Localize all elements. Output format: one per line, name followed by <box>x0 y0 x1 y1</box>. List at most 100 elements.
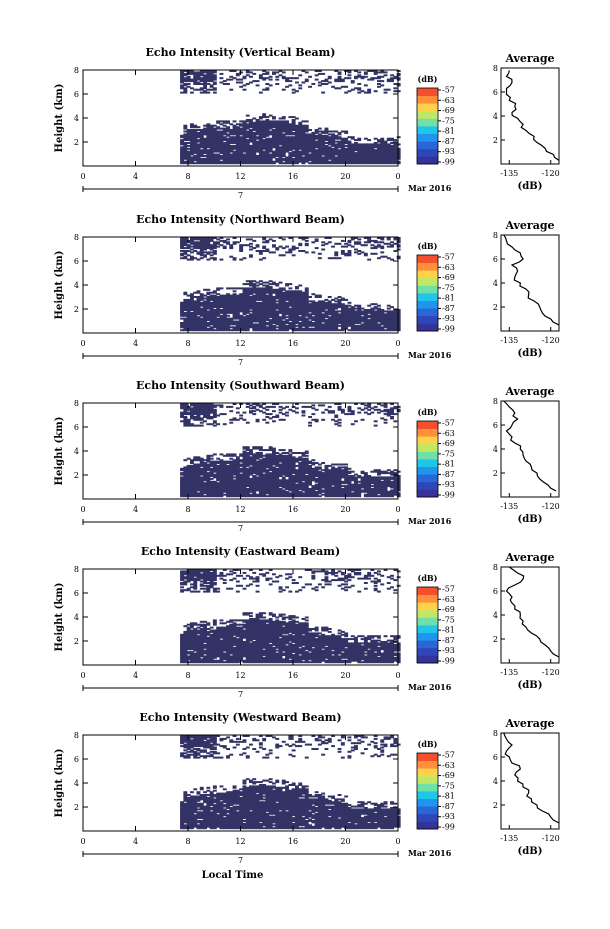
heatmap-cell <box>193 155 198 157</box>
heatmap-cell <box>275 485 280 488</box>
heatmap-cell <box>193 242 198 245</box>
heatmap-cell <box>180 156 184 159</box>
heatmap-cell <box>193 410 198 413</box>
heatmap-cell <box>212 149 217 152</box>
heatmap-cell <box>212 463 217 466</box>
colorbar-tick-label: -75 <box>442 116 455 125</box>
heatmap-cell <box>337 144 342 147</box>
heatmap-cell <box>186 407 191 410</box>
heatmap-cell <box>199 476 204 479</box>
heatmap-cell <box>357 309 362 311</box>
heatmap-cell <box>180 84 184 87</box>
heatmap-cell <box>340 130 345 133</box>
heatmap-cell <box>281 482 286 485</box>
heatmap-cell <box>327 133 332 136</box>
heatmap-cell <box>393 317 398 320</box>
heatmap-cell <box>183 320 188 323</box>
heatmap-cell <box>281 117 286 120</box>
heatmap-cell <box>212 159 217 162</box>
heatmap-cell <box>324 131 329 134</box>
heatmap-cell <box>216 153 221 156</box>
heatmap-cell <box>281 134 286 137</box>
heatmap-cell <box>235 307 240 310</box>
heatmap-cell <box>275 120 280 123</box>
heatmap-cell <box>337 149 342 152</box>
heatmap-cell <box>196 411 201 414</box>
heatmap-cell <box>291 329 296 332</box>
heatmap-cell <box>199 136 204 139</box>
heatmap-cell <box>354 310 358 313</box>
heatmap-cell <box>288 457 293 460</box>
heatmap-cell <box>340 149 345 152</box>
heatmap-cell <box>268 127 273 130</box>
heatmap-cell <box>317 307 322 310</box>
heatmap-cell <box>209 416 214 418</box>
heatmap-cell <box>390 80 394 83</box>
heatmap-cell <box>239 319 244 322</box>
heatmap-cell <box>183 475 188 477</box>
heatmap-cell <box>288 323 293 326</box>
heatmap-cell <box>232 157 237 160</box>
heatmap-cell <box>396 157 401 160</box>
heatmap-cell <box>206 467 211 470</box>
heatmap-cell <box>249 130 253 133</box>
heatmap-cell <box>278 327 283 330</box>
heatmap-cell <box>304 296 309 298</box>
heatmap-cell <box>291 136 296 139</box>
panel-title: Echo Intensity (Northward Beam) <box>136 213 345 226</box>
heatmap-cell <box>268 155 273 157</box>
heatmap-cell <box>186 130 191 133</box>
heatmap-cell <box>193 477 198 480</box>
heatmap-cell <box>278 488 283 490</box>
heatmap-cell <box>321 149 326 152</box>
heatmap-cell <box>301 152 306 155</box>
heatmap-cell <box>278 136 283 139</box>
heatmap-cell <box>216 423 221 426</box>
heatmap-cell <box>357 143 362 146</box>
heatmap-cell <box>265 470 270 473</box>
heatmap-cell <box>232 469 237 472</box>
heatmap-cell <box>229 475 234 477</box>
heatmap-cell <box>258 294 263 297</box>
heatmap-cell <box>203 476 207 479</box>
heatmap-cell <box>268 150 273 153</box>
heatmap-cell <box>262 116 267 119</box>
heatmap-cell <box>255 457 260 460</box>
heatmap-cell <box>337 80 342 83</box>
heatmap-cell <box>304 150 309 153</box>
heatmap-cell <box>278 473 283 476</box>
heatmap-cell <box>222 297 227 300</box>
heatmap-cell <box>249 490 253 493</box>
heatmap-cell <box>193 301 198 304</box>
heatmap-cell <box>193 495 198 498</box>
heatmap-cell <box>304 242 309 245</box>
heatmap-cell <box>285 488 289 490</box>
heatmap-cell <box>304 130 309 133</box>
heatmap-cell <box>268 124 273 127</box>
heatmap-cell <box>308 155 312 157</box>
heatmap-cell <box>212 424 217 427</box>
heatmap-cell <box>262 303 267 306</box>
heatmap-cell <box>252 476 257 479</box>
heatmap-cell <box>249 317 253 320</box>
heatmap-cell <box>308 133 312 136</box>
heatmap-cell <box>327 327 332 330</box>
heatmap-cell <box>206 136 211 139</box>
heatmap-cell <box>196 247 201 250</box>
heatmap-cell <box>190 239 194 242</box>
beam-panel-0: Echo Intensity (Vertical Beam)Height (km… <box>54 46 560 200</box>
heatmap-cell <box>272 316 276 319</box>
heatmap-cell <box>235 137 240 140</box>
heatmap-cell <box>272 495 276 498</box>
heatmap-cell <box>216 317 221 320</box>
heatmap-cell <box>183 408 188 411</box>
heatmap-cell <box>190 470 194 473</box>
heatmap-cell <box>252 280 257 283</box>
heatmap-cell <box>190 424 194 427</box>
heatmap-cell <box>377 324 381 327</box>
heatmap-cell <box>206 296 211 298</box>
heatmap-cell <box>242 126 247 129</box>
heatmap-cell <box>239 320 244 323</box>
heatmap-cell <box>301 142 306 144</box>
heatmap-cell <box>327 150 332 153</box>
